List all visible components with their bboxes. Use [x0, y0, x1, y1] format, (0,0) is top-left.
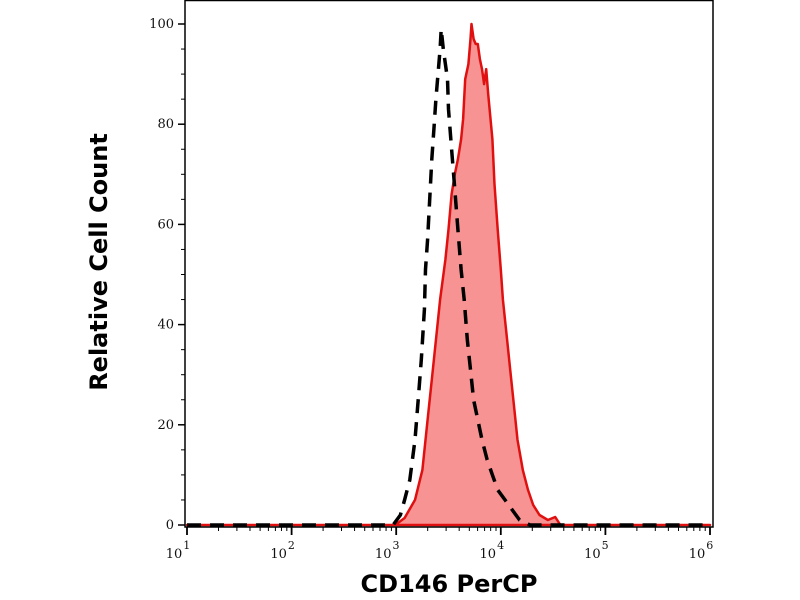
y-tick-label: 100: [149, 17, 174, 32]
plot-frame: [184, 0, 714, 528]
x-tick-exponent: 4: [497, 539, 504, 552]
isotype-control-dashed-line: [187, 28, 710, 527]
x-tick-base: 10: [480, 547, 497, 562]
x-tick-exponent: 2: [288, 539, 295, 552]
x-tick-label: 105: [584, 539, 609, 562]
x-tick-label: 106: [689, 539, 714, 562]
y-tick-label: 40: [157, 318, 174, 333]
x-tick-base: 10: [584, 547, 601, 562]
x-tick-label: 102: [270, 539, 295, 562]
axes-layer: [184, 0, 714, 528]
x-tick-base: 10: [166, 547, 183, 562]
x-tick-exponent: 6: [706, 539, 713, 552]
x-tick-base: 10: [375, 547, 392, 562]
x-tick-base: 10: [270, 547, 287, 562]
x-axis-title: CD146 PerCP: [361, 570, 538, 598]
x-tick-exponent: 1: [183, 539, 190, 552]
x-tick-exponent: 3: [392, 539, 399, 552]
stained-histogram-area: [185, 22, 712, 527]
x-tick-label: 103: [375, 539, 400, 562]
x-tick-label: 101: [166, 539, 191, 562]
x-tick-base: 10: [689, 547, 706, 562]
y-tick-label: 0: [166, 518, 174, 533]
y-tick-label: 80: [157, 117, 174, 132]
y-axis-title: Relative Cell Count: [85, 133, 113, 391]
x-tick-exponent: 5: [602, 539, 609, 552]
series-layer: [185, 22, 712, 527]
y-tick-label: 60: [157, 217, 174, 232]
x-tick-label: 104: [480, 539, 505, 562]
y-tick-label: 20: [157, 418, 174, 433]
